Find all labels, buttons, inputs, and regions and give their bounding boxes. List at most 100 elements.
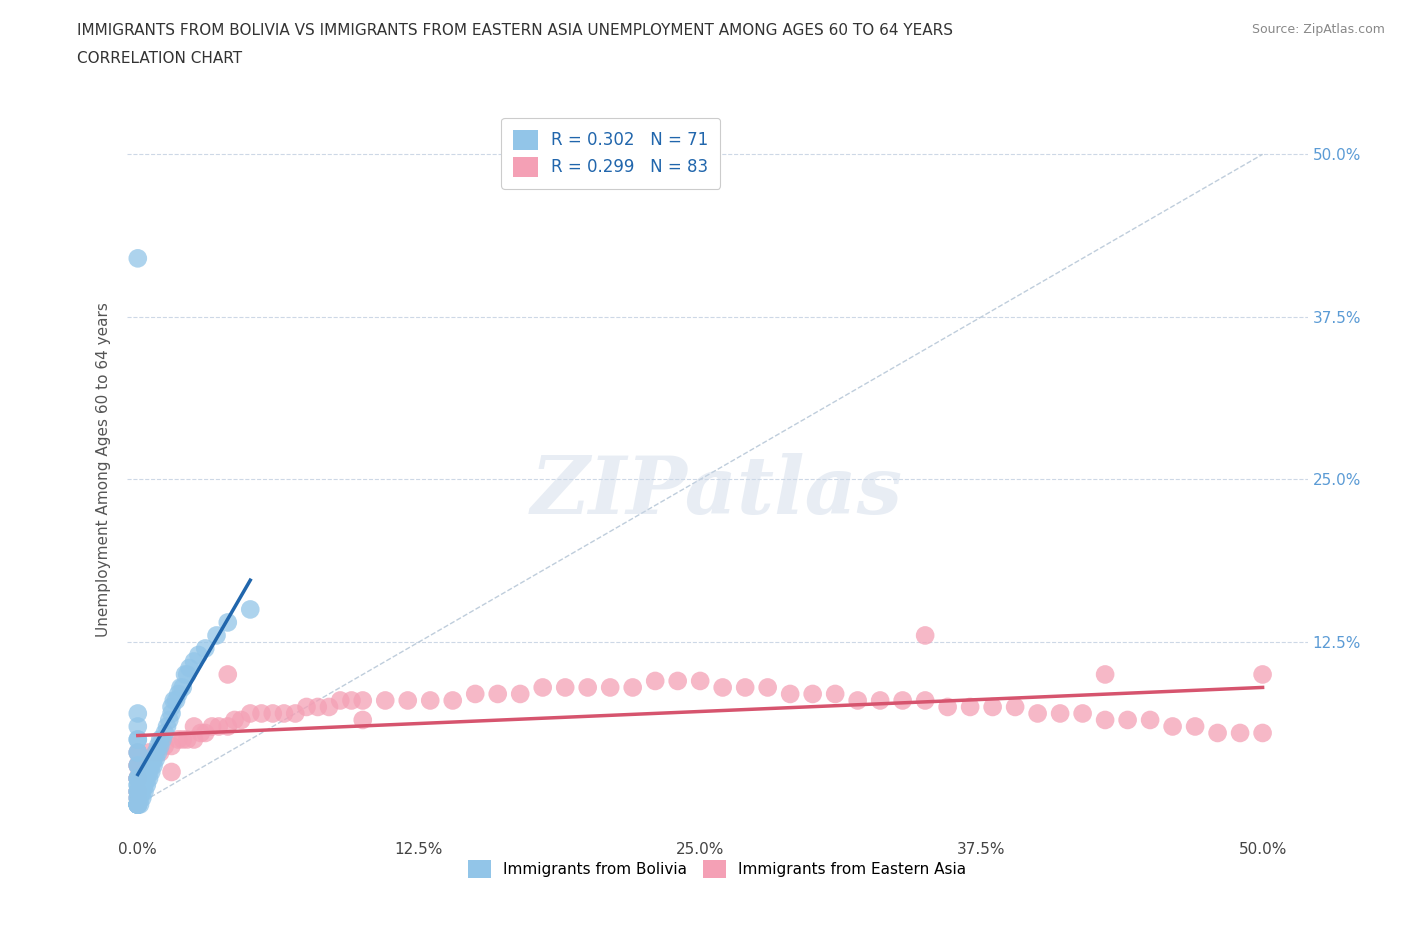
- Point: [1004, 699, 1026, 714]
- Point: [183, 719, 205, 734]
- Point: [153, 725, 176, 740]
- Point: [262, 706, 284, 721]
- Point: [127, 771, 149, 786]
- Point: [172, 732, 194, 747]
- Point: [127, 745, 149, 760]
- Point: [127, 771, 149, 786]
- Point: [127, 745, 149, 760]
- Point: [160, 764, 183, 779]
- Point: [127, 777, 149, 792]
- Point: [145, 751, 167, 766]
- Text: IMMIGRANTS FROM BOLIVIA VS IMMIGRANTS FROM EASTERN ASIA UNEMPLOYMENT AMONG AGES : IMMIGRANTS FROM BOLIVIA VS IMMIGRANTS FR…: [77, 23, 953, 38]
- Point: [127, 784, 149, 799]
- Point: [194, 641, 217, 656]
- Point: [273, 706, 295, 721]
- Point: [127, 790, 149, 805]
- Point: [352, 693, 374, 708]
- Point: [599, 680, 621, 695]
- Point: [129, 797, 152, 812]
- Point: [1094, 712, 1116, 727]
- Point: [295, 699, 318, 714]
- Point: [1161, 719, 1184, 734]
- Point: [127, 797, 149, 812]
- Point: [127, 758, 149, 773]
- Point: [167, 732, 190, 747]
- Point: [163, 693, 186, 708]
- Point: [190, 725, 212, 740]
- Point: [138, 745, 160, 760]
- Point: [352, 712, 374, 727]
- Point: [224, 712, 246, 727]
- Point: [464, 686, 486, 701]
- Point: [127, 790, 149, 805]
- Point: [127, 784, 149, 799]
- Point: [174, 667, 197, 682]
- Point: [183, 654, 205, 669]
- Point: [419, 693, 441, 708]
- Point: [1026, 706, 1049, 721]
- Point: [187, 647, 209, 662]
- Point: [127, 790, 149, 805]
- Point: [307, 699, 329, 714]
- Point: [576, 680, 599, 695]
- Point: [127, 732, 149, 747]
- Point: [824, 686, 846, 701]
- Point: [153, 738, 176, 753]
- Point: [141, 758, 163, 773]
- Point: [131, 790, 153, 805]
- Point: [239, 706, 262, 721]
- Point: [554, 680, 576, 695]
- Point: [160, 706, 183, 721]
- Point: [142, 751, 165, 766]
- Point: [250, 706, 273, 721]
- Point: [891, 693, 914, 708]
- Point: [127, 771, 149, 786]
- Point: [127, 797, 149, 812]
- Point: [205, 628, 228, 643]
- Point: [914, 628, 936, 643]
- Point: [396, 693, 419, 708]
- Point: [127, 797, 149, 812]
- Point: [756, 680, 779, 695]
- Point: [127, 797, 149, 812]
- Point: [146, 738, 169, 753]
- Point: [231, 712, 253, 727]
- Point: [284, 706, 307, 721]
- Point: [217, 615, 239, 630]
- Point: [959, 699, 981, 714]
- Point: [1251, 725, 1274, 740]
- Point: [846, 693, 869, 708]
- Point: [157, 712, 180, 727]
- Point: [135, 771, 157, 786]
- Point: [127, 706, 149, 721]
- Point: [340, 693, 363, 708]
- Point: [127, 771, 149, 786]
- Point: [127, 797, 149, 812]
- Point: [183, 732, 205, 747]
- Point: [145, 745, 167, 760]
- Point: [208, 719, 231, 734]
- Point: [127, 758, 149, 773]
- Point: [127, 797, 149, 812]
- Text: ZIPatlas: ZIPatlas: [531, 453, 903, 530]
- Point: [1094, 667, 1116, 682]
- Point: [127, 732, 149, 747]
- Point: [141, 764, 163, 779]
- Point: [127, 251, 149, 266]
- Point: [156, 719, 179, 734]
- Y-axis label: Unemployment Among Ages 60 to 64 years: Unemployment Among Ages 60 to 64 years: [96, 302, 111, 637]
- Point: [531, 680, 554, 695]
- Point: [981, 699, 1004, 714]
- Point: [149, 745, 172, 760]
- Point: [374, 693, 396, 708]
- Point: [801, 686, 824, 701]
- Point: [127, 797, 149, 812]
- Point: [734, 680, 756, 695]
- Text: Source: ZipAtlas.com: Source: ZipAtlas.com: [1251, 23, 1385, 36]
- Point: [914, 693, 936, 708]
- Point: [779, 686, 801, 701]
- Point: [127, 797, 149, 812]
- Point: [135, 777, 157, 792]
- Point: [127, 777, 149, 792]
- Point: [1049, 706, 1071, 721]
